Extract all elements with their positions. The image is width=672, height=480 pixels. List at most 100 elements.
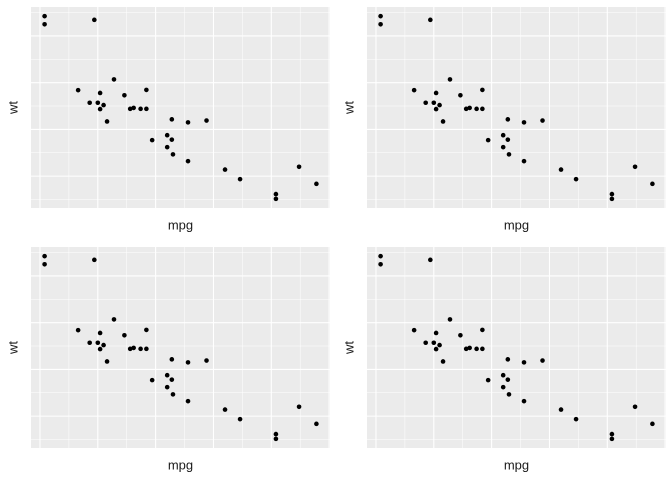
point [144,327,149,333]
point [573,416,579,422]
point [314,181,319,187]
point [423,340,429,346]
point [169,357,175,362]
y-axis-label: wt [341,341,356,355]
point [411,327,417,333]
point [104,359,110,364]
point [149,137,155,143]
point [423,100,429,106]
point [521,360,527,365]
point [127,106,133,112]
point [170,152,176,157]
panel-background [367,7,666,208]
point [97,330,103,336]
point [632,164,638,170]
point [437,342,442,348]
point [505,137,511,142]
point [506,392,512,397]
point [558,407,564,412]
x-axis-label: mpg [168,217,193,232]
point [131,105,136,111]
point [440,359,446,364]
point [447,317,453,322]
point [480,327,485,333]
point [273,191,279,197]
point [431,100,437,106]
point [480,106,485,112]
point [378,261,383,267]
point [75,327,81,333]
point [500,132,506,138]
point [521,120,527,125]
point [169,377,175,382]
point [222,167,228,172]
point [521,158,527,164]
point [650,181,655,187]
point [411,87,417,93]
point [164,372,170,378]
point [609,436,615,442]
point [437,102,442,108]
point [474,346,479,352]
point [378,253,383,259]
y-axis-label: wt [5,341,20,355]
point [95,340,101,346]
y-axis-label: wt [5,101,20,115]
point [169,117,175,122]
point [222,407,228,412]
point [95,100,101,106]
point [573,176,579,182]
point [505,377,511,382]
point [558,167,564,172]
point [149,377,155,383]
point [540,358,545,363]
panel-background [31,247,330,448]
point [111,317,117,322]
point [185,360,191,365]
point [164,144,170,150]
point [505,357,511,362]
point [42,21,47,27]
point [500,372,506,378]
point [480,87,485,93]
point [138,346,143,352]
point [467,345,472,351]
point [144,346,149,352]
point [485,377,491,383]
point [237,176,243,182]
point [87,340,93,346]
point [440,119,446,124]
point [467,105,472,111]
point [185,120,191,125]
point [104,119,110,124]
point [485,137,491,143]
point [92,257,97,263]
point [433,106,439,112]
point [378,21,383,27]
point [144,87,149,93]
point [87,100,93,106]
point [42,253,47,259]
point [447,77,453,82]
point [296,404,302,410]
point [463,346,469,352]
point [131,345,136,351]
point [650,421,655,427]
point [609,431,615,437]
point [273,431,279,437]
point [480,346,485,352]
point [42,261,47,267]
x-axis-label: mpg [168,457,193,472]
point [237,416,243,422]
point [97,106,103,112]
point [474,106,479,112]
point [97,90,103,96]
point [144,106,149,112]
point [428,17,433,23]
point [463,106,469,112]
point [521,398,527,404]
point [204,358,209,363]
point [164,384,170,390]
